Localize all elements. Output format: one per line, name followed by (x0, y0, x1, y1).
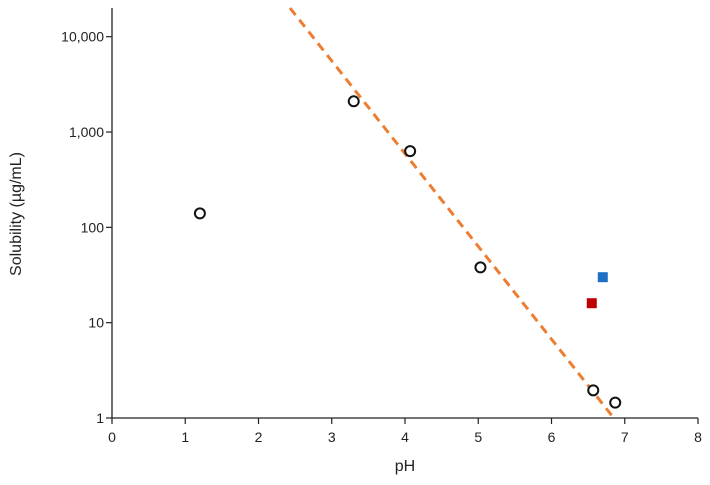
data-point (474, 261, 487, 274)
x-tick-label: 0 (108, 429, 116, 445)
trendline-group (288, 7, 615, 419)
x-axis-ticks: 0 1 2 3 4 5 6 7 8 (108, 418, 702, 445)
x-tick-label: 3 (328, 429, 336, 445)
trendline (288, 7, 615, 419)
data-point (404, 145, 417, 158)
x-tick-label: 4 (401, 429, 409, 445)
data-point (609, 396, 622, 409)
y-tick-label: 10 (88, 315, 104, 331)
x-axis-title: pH (395, 458, 415, 475)
y-tick-label: 1 (96, 410, 104, 426)
data-points (193, 95, 622, 409)
data-point-square (586, 298, 597, 309)
y-tick-label: 10,000 (61, 29, 104, 45)
data-point (193, 207, 206, 220)
y-tick-label: 1,000 (69, 124, 104, 140)
data-point (347, 95, 360, 108)
y-axis-title: Solubility (µg/mL) (8, 152, 25, 276)
y-tick-label: 100 (81, 219, 105, 235)
x-tick-label: 5 (474, 429, 482, 445)
x-tick-label: 2 (255, 429, 263, 445)
data-point (587, 384, 600, 397)
data-point-square (597, 272, 608, 283)
x-tick-label: 1 (181, 429, 189, 445)
y-axis-ticks: 1 10 100 1,000 10,000 (61, 29, 112, 426)
x-tick-label: 6 (548, 429, 556, 445)
x-tick-label: 8 (694, 429, 702, 445)
x-tick-label: 7 (621, 429, 629, 445)
